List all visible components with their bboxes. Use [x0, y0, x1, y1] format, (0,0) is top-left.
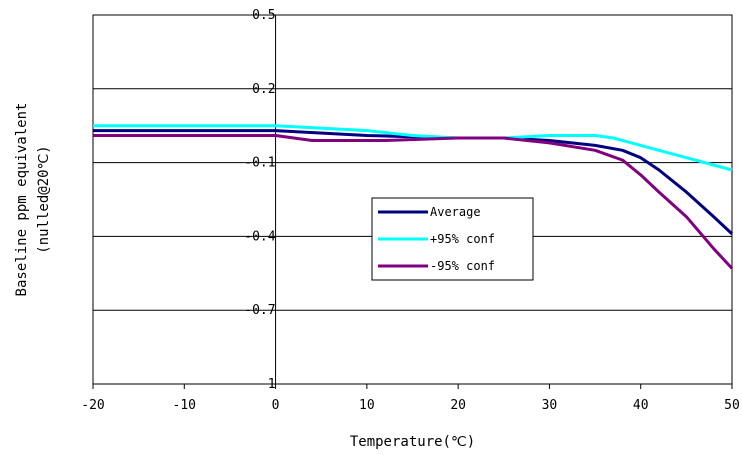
x-tick-label-1: -10 — [173, 398, 196, 413]
x-tick-label-5: 30 — [542, 398, 558, 413]
y-tick-label-3: -0.4 — [244, 229, 275, 244]
y-tick-label-4: -0.7 — [244, 303, 275, 318]
x-tick-label-7: 50 — [724, 398, 740, 413]
y-tick-label-1: 0.2 — [252, 82, 275, 97]
y-axis-subtitle: (nulled@20℃) — [36, 145, 52, 253]
x-axis-title: Temperature(℃) — [350, 434, 475, 450]
x-tick-label-2: 0 — [272, 398, 280, 413]
y-axis-title: Baseline ppm equivalent — [14, 103, 30, 297]
y-tick-label-5: 1 — [268, 377, 276, 392]
legend-label-plus-95-conf: +95% conf — [430, 232, 495, 246]
x-tick-label-6: 40 — [633, 398, 649, 413]
x-tick-label-0: -20 — [81, 398, 104, 413]
x-axis: -20 -10 0 10 20 30 40 50 — [81, 384, 740, 413]
x-tick-label-4: 20 — [450, 398, 466, 413]
legend-label-average: Average — [430, 205, 481, 219]
y-axis: 0.5 0.2 -0.1 -0.4 -0.7 1 — [244, 8, 275, 392]
plot-area — [92, 14, 733, 385]
y-tick-label-0: 0.5 — [252, 8, 275, 23]
series-lines — [93, 124, 734, 270]
x-tick-label-3: 10 — [359, 398, 375, 413]
legend: Average +95% conf -95% conf — [371, 197, 534, 281]
y-tick-label-2: -0.1 — [244, 156, 275, 171]
series-line-95-conf — [93, 124, 733, 172]
series-line-average — [93, 129, 734, 235]
series-line-95-conf — [93, 134, 734, 270]
legend-label-minus-95-conf: -95% conf — [430, 259, 495, 273]
